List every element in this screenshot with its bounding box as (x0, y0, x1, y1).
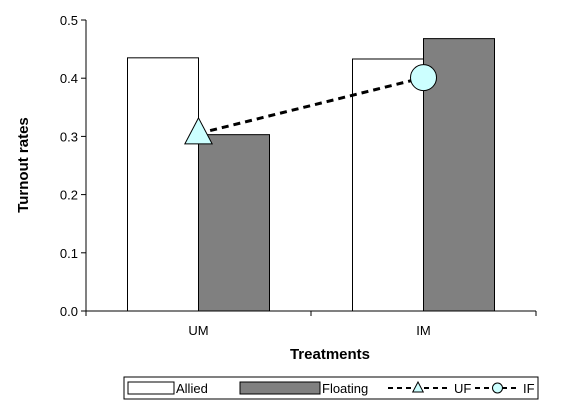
x-axis-ticks: UM IM (85, 311, 537, 338)
legend-box (123, 376, 539, 400)
y-axis-title: Turnout rates (15, 117, 32, 213)
legend-swatch-allied (127, 381, 175, 395)
legend-label-allied: Allied (176, 381, 208, 396)
legend-marker-if (492, 382, 503, 394)
plot-area (85, 20, 536, 312)
x-tick-label: IM (416, 323, 430, 338)
legend-marker-uf (411, 380, 425, 393)
bar-allied-im (352, 58, 424, 312)
bar-allied-um (127, 57, 199, 312)
y-tick-label: 0.0 (60, 304, 78, 319)
legend-label-if: IF (523, 381, 535, 396)
y-tick-label: 0.5 (60, 13, 78, 28)
point-uf (184, 116, 213, 145)
legend-label-floating: Floating (322, 381, 368, 396)
y-tick-label: 0.1 (60, 246, 78, 261)
legend-swatch-floating (239, 381, 321, 395)
legend-label-uf: UF (454, 381, 471, 396)
bar-floating-um (198, 134, 270, 312)
overlay-dashed-line (198, 76, 424, 135)
point-if (410, 64, 437, 92)
x-axis-title: Treatments (290, 346, 370, 363)
x-tick-label: UM (188, 323, 208, 338)
y-tick-label: 0.4 (60, 71, 78, 86)
y-axis-ticks: 0.0 0.1 0.2 0.3 0.4 0.5 (60, 13, 86, 319)
legend: Allied Floating UF IF (123, 376, 539, 400)
y-tick-label: 0.2 (60, 188, 78, 203)
y-tick-label: 0.3 (60, 129, 78, 144)
